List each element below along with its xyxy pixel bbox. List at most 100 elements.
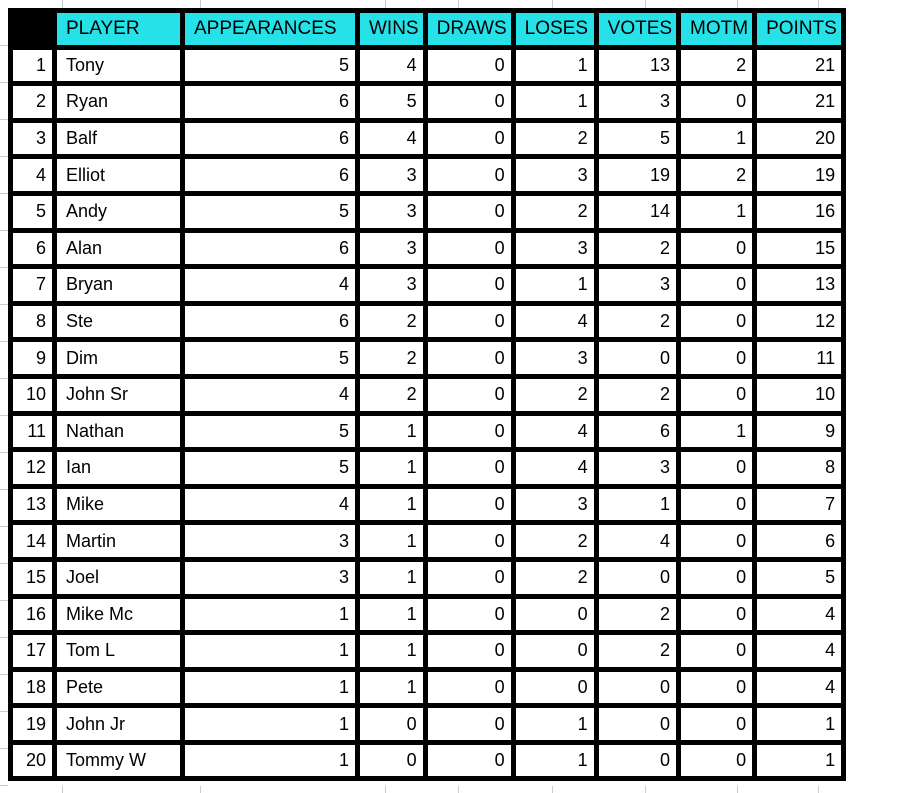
cell-votes[interactable]: 13 xyxy=(593,44,682,87)
cell-votes[interactable]: 2 xyxy=(593,593,682,636)
cell-rank[interactable]: 1 xyxy=(8,44,57,87)
cell-loses[interactable]: 3 xyxy=(510,337,599,379)
cell-motm[interactable]: 0 xyxy=(676,666,758,709)
cell-loses[interactable]: 0 xyxy=(510,630,599,672)
column-header-loses[interactable]: LOSES xyxy=(510,8,599,50)
cell-wins[interactable]: 3 xyxy=(355,227,428,270)
cell-appearances[interactable]: 5 xyxy=(180,190,360,233)
cell-loses[interactable]: 4 xyxy=(510,410,599,453)
cell-wins[interactable]: 3 xyxy=(355,190,428,233)
cell-draws[interactable]: 0 xyxy=(422,190,516,233)
cell-points[interactable]: 1 xyxy=(752,739,847,782)
cell-rank[interactable]: 10 xyxy=(8,373,57,416)
cell-motm[interactable]: 0 xyxy=(676,556,758,599)
cell-rank[interactable]: 8 xyxy=(8,300,57,343)
cell-draws[interactable]: 0 xyxy=(422,483,516,526)
cell-rank[interactable]: 15 xyxy=(8,556,57,599)
cell-votes[interactable]: 2 xyxy=(593,300,682,343)
cell-wins[interactable]: 1 xyxy=(355,447,428,489)
cell-player[interactable]: Pete xyxy=(52,666,185,709)
cell-appearances[interactable]: 1 xyxy=(180,739,360,782)
cell-points[interactable]: 1 xyxy=(752,703,847,745)
column-header-motm[interactable]: MOTM xyxy=(676,8,758,50)
cell-appearances[interactable]: 3 xyxy=(180,556,360,599)
cell-loses[interactable]: 0 xyxy=(510,593,599,636)
cell-votes[interactable]: 0 xyxy=(593,337,682,379)
cell-loses[interactable]: 3 xyxy=(510,227,599,270)
cell-points[interactable]: 8 xyxy=(752,447,847,489)
cell-motm[interactable]: 1 xyxy=(676,190,758,233)
cell-wins[interactable]: 5 xyxy=(355,81,428,123)
cell-motm[interactable]: 0 xyxy=(676,81,758,123)
cell-wins[interactable]: 1 xyxy=(355,556,428,599)
cell-player[interactable]: John Jr xyxy=(52,703,185,745)
cell-loses[interactable]: 3 xyxy=(510,154,599,196)
cell-loses[interactable]: 2 xyxy=(510,556,599,599)
cell-appearances[interactable]: 4 xyxy=(180,483,360,526)
cell-motm[interactable]: 0 xyxy=(676,739,758,782)
cell-points[interactable]: 9 xyxy=(752,410,847,453)
column-header-appearances[interactable]: APPEARANCES xyxy=(180,8,360,50)
cell-votes[interactable]: 19 xyxy=(593,154,682,196)
cell-wins[interactable]: 1 xyxy=(355,593,428,636)
cell-votes[interactable]: 14 xyxy=(593,190,682,233)
cell-appearances[interactable]: 1 xyxy=(180,703,360,745)
cell-motm[interactable]: 0 xyxy=(676,447,758,489)
cell-player[interactable]: Alan xyxy=(52,227,185,270)
cell-loses[interactable]: 2 xyxy=(510,117,599,160)
cell-player[interactable]: Ian xyxy=(52,447,185,489)
cell-rank[interactable]: 2 xyxy=(8,81,57,123)
cell-motm[interactable]: 0 xyxy=(676,520,758,562)
cell-votes[interactable]: 3 xyxy=(593,447,682,489)
cell-wins[interactable]: 0 xyxy=(355,739,428,782)
cell-points[interactable]: 4 xyxy=(752,630,847,672)
cell-player[interactable]: Elliot xyxy=(52,154,185,196)
cell-draws[interactable]: 0 xyxy=(422,300,516,343)
cell-wins[interactable]: 4 xyxy=(355,117,428,160)
cell-draws[interactable]: 0 xyxy=(422,117,516,160)
cell-rank[interactable]: 4 xyxy=(8,154,57,196)
cell-appearances[interactable]: 6 xyxy=(180,227,360,270)
cell-draws[interactable]: 0 xyxy=(422,154,516,196)
cell-motm[interactable]: 0 xyxy=(676,337,758,379)
cell-draws[interactable]: 0 xyxy=(422,264,516,306)
cell-appearances[interactable]: 3 xyxy=(180,520,360,562)
cell-player[interactable]: Mike Mc xyxy=(52,593,185,636)
cell-rank[interactable]: 13 xyxy=(8,483,57,526)
cell-rank[interactable]: 19 xyxy=(8,703,57,745)
cell-wins[interactable]: 1 xyxy=(355,520,428,562)
cell-player[interactable]: Martin xyxy=(52,520,185,562)
cell-votes[interactable]: 0 xyxy=(593,556,682,599)
cell-motm[interactable]: 1 xyxy=(676,410,758,453)
cell-player[interactable]: Joel xyxy=(52,556,185,599)
cell-motm[interactable]: 0 xyxy=(676,483,758,526)
cell-draws[interactable]: 0 xyxy=(422,447,516,489)
cell-player[interactable]: Andy xyxy=(52,190,185,233)
column-header-votes[interactable]: VOTES xyxy=(593,8,682,50)
cell-draws[interactable]: 0 xyxy=(422,666,516,709)
cell-wins[interactable]: 3 xyxy=(355,154,428,196)
cell-loses[interactable]: 4 xyxy=(510,447,599,489)
cell-player[interactable]: Balf xyxy=(52,117,185,160)
cell-rank[interactable]: 18 xyxy=(8,666,57,709)
cell-votes[interactable]: 5 xyxy=(593,117,682,160)
cell-appearances[interactable]: 6 xyxy=(180,154,360,196)
cell-wins[interactable]: 1 xyxy=(355,410,428,453)
cell-appearances[interactable]: 6 xyxy=(180,117,360,160)
cell-points[interactable]: 5 xyxy=(752,556,847,599)
cell-draws[interactable]: 0 xyxy=(422,227,516,270)
cell-wins[interactable]: 1 xyxy=(355,483,428,526)
cell-appearances[interactable]: 5 xyxy=(180,44,360,87)
cell-appearances[interactable]: 5 xyxy=(180,410,360,453)
cell-points[interactable]: 6 xyxy=(752,520,847,562)
cell-appearances[interactable]: 1 xyxy=(180,593,360,636)
cell-appearances[interactable]: 1 xyxy=(180,666,360,709)
column-header-corner[interactable] xyxy=(8,8,57,50)
cell-appearances[interactable]: 4 xyxy=(180,373,360,416)
cell-loses[interactable]: 1 xyxy=(510,703,599,745)
cell-draws[interactable]: 0 xyxy=(422,739,516,782)
cell-points[interactable]: 13 xyxy=(752,264,847,306)
cell-player[interactable]: Mike xyxy=(52,483,185,526)
cell-draws[interactable]: 0 xyxy=(422,520,516,562)
cell-appearances[interactable]: 1 xyxy=(180,630,360,672)
